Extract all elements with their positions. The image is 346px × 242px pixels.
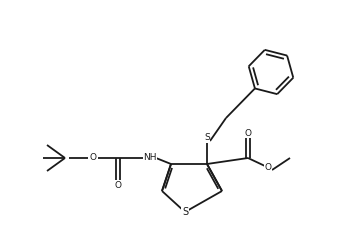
- Text: O: O: [245, 129, 252, 137]
- Text: O: O: [90, 153, 97, 162]
- Text: NH: NH: [143, 153, 157, 162]
- Text: S: S: [204, 134, 210, 143]
- Text: O: O: [264, 164, 272, 173]
- Text: O: O: [115, 181, 121, 189]
- Text: S: S: [182, 207, 188, 217]
